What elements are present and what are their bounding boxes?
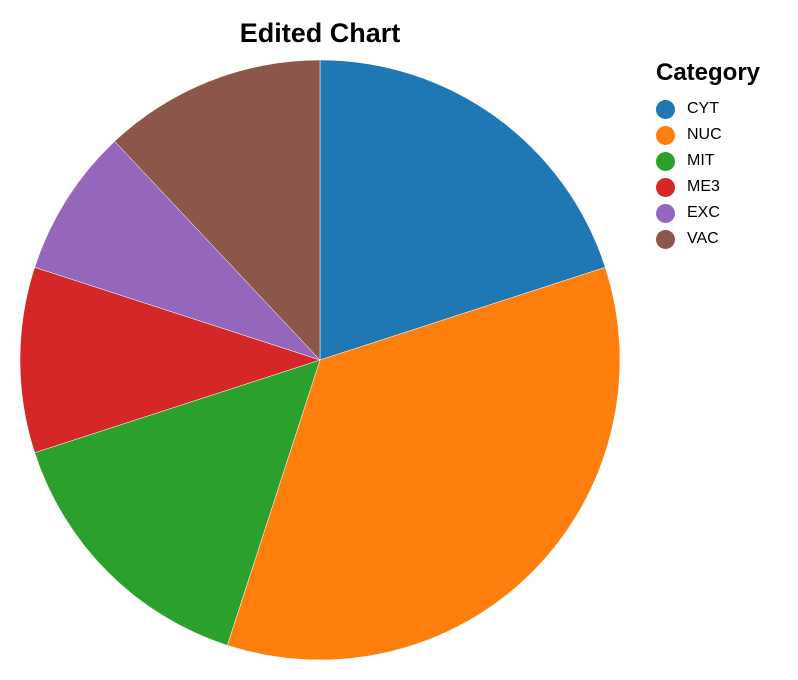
- pie-chart: [19, 59, 621, 661]
- pie-slice-nuc: [226, 266, 621, 661]
- legend-swatch: [656, 125, 675, 145]
- legend-item-exc: EXC: [656, 200, 792, 226]
- legend-items: CYT NUC MIT ME3 EXC VAC: [656, 96, 792, 252]
- legend: Category CYT NUC MIT ME3 EXC VAC: [656, 58, 792, 252]
- legend-swatch: [656, 203, 675, 223]
- legend-label: CYT: [687, 100, 719, 117]
- legend-item-mit: MIT: [656, 148, 792, 174]
- pie-slice-exc: [34, 140, 321, 361]
- pie-slice-mit: [34, 359, 321, 646]
- legend-label: MIT: [687, 152, 715, 169]
- legend-title: Category: [656, 59, 761, 86]
- chart-title: Edited Chart: [239, 18, 401, 48]
- pie-slice-vac: [114, 59, 321, 361]
- legend-label: VAC: [687, 230, 719, 247]
- legend-label: EXC: [687, 204, 720, 221]
- legend-item-cyt: CYT: [656, 96, 792, 122]
- legend-label: NUC: [687, 126, 722, 143]
- pie-slice-me3: [19, 266, 321, 454]
- legend-swatch: [656, 99, 675, 119]
- legend-swatch: [656, 229, 675, 249]
- legend-item-vac: VAC: [656, 226, 792, 252]
- legend-item-me3: ME3: [656, 174, 792, 200]
- legend-swatch: [656, 151, 675, 171]
- pie-slice-cyt: [319, 59, 606, 361]
- legend-label: ME3: [687, 178, 720, 195]
- legend-item-nuc: NUC: [656, 122, 792, 148]
- legend-swatch: [656, 177, 675, 197]
